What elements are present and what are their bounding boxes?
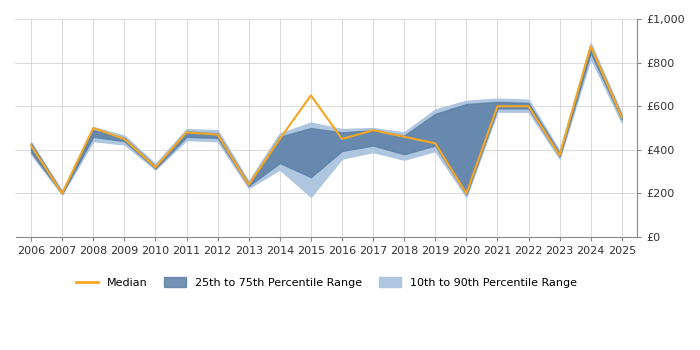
Legend: Median, 25th to 75th Percentile Range, 10th to 90th Percentile Range: Median, 25th to 75th Percentile Range, 1…	[71, 273, 582, 293]
